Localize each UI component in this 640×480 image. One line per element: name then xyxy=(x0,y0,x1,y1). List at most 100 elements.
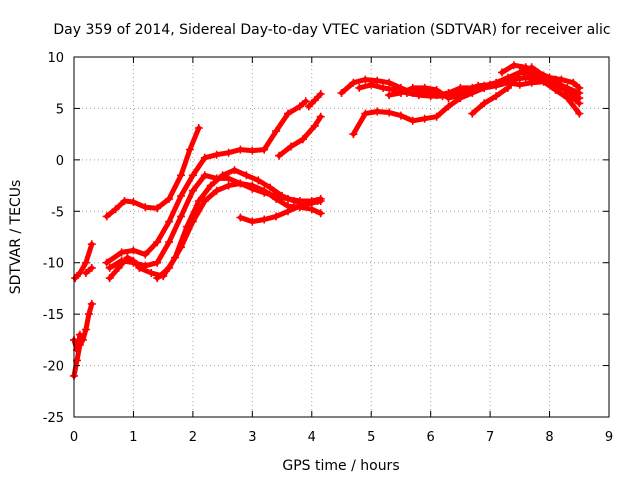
data-point xyxy=(177,212,185,221)
data-point xyxy=(242,171,251,180)
x-tick-label: 2 xyxy=(189,430,197,445)
data-point xyxy=(236,179,245,188)
y-tick-label: -15 xyxy=(43,308,64,323)
data-point xyxy=(420,83,429,92)
x-tick-label: 1 xyxy=(129,430,137,445)
data-point xyxy=(444,94,453,103)
data-point xyxy=(310,121,319,130)
data-point xyxy=(307,199,316,208)
data-point xyxy=(153,238,162,247)
data-point xyxy=(316,209,325,218)
data-point xyxy=(102,212,111,221)
series-trace xyxy=(104,98,309,266)
data-point xyxy=(304,102,313,111)
tick-marks xyxy=(73,56,610,418)
data-point xyxy=(206,181,215,190)
y-tick-labels: -25 -20 -15 -10 -5 0 5 10 xyxy=(43,51,64,426)
data-point xyxy=(316,90,325,98)
data-point xyxy=(105,263,114,272)
data-point xyxy=(260,215,269,224)
data-point xyxy=(551,85,560,94)
data-point xyxy=(456,91,465,100)
data-point xyxy=(426,92,435,101)
data-point xyxy=(569,78,578,87)
x-tick-label: 6 xyxy=(427,430,435,445)
data-point xyxy=(367,80,376,89)
data-point xyxy=(75,330,84,339)
data-series xyxy=(304,90,325,111)
data-point xyxy=(498,68,506,77)
y-axis-label: SDTVAR / TECUs xyxy=(8,180,24,295)
data-point xyxy=(141,203,150,212)
data-point xyxy=(373,107,382,116)
data-point xyxy=(349,78,358,87)
data-point xyxy=(111,205,120,214)
data-point xyxy=(230,166,239,175)
data-point xyxy=(396,111,405,120)
x-tick-label: 4 xyxy=(308,430,316,445)
data-point xyxy=(515,68,524,77)
data-point xyxy=(575,99,584,108)
data-point xyxy=(200,153,209,162)
data-point xyxy=(408,116,417,125)
data-point xyxy=(260,188,269,197)
x-tick-label: 0 xyxy=(70,430,78,445)
data-point xyxy=(316,112,325,121)
plot-frame xyxy=(73,56,610,418)
data-point xyxy=(575,109,584,118)
series-trace xyxy=(83,265,95,276)
data-series xyxy=(236,197,325,226)
data-point xyxy=(492,81,501,90)
data-point xyxy=(349,130,358,139)
data-point xyxy=(188,186,197,195)
grid-lines xyxy=(74,57,609,417)
data-point xyxy=(521,63,530,72)
y-tick-label: -25 xyxy=(43,411,64,426)
data-point xyxy=(468,109,477,118)
y-tick-label: -10 xyxy=(43,257,64,272)
data-point xyxy=(153,258,162,267)
data-series xyxy=(70,299,96,380)
data-point xyxy=(177,171,185,180)
data-point xyxy=(212,174,221,183)
x-tick-label: 3 xyxy=(248,430,256,445)
data-point xyxy=(87,263,96,272)
data-point xyxy=(361,75,370,84)
chart-title: Day 359 of 2014, Sidereal Day-to-day VTE… xyxy=(53,22,610,38)
x-axis-label: GPS time / hours xyxy=(282,458,399,474)
data-point xyxy=(414,91,423,100)
data-point xyxy=(248,146,257,155)
data-point xyxy=(236,145,245,154)
data-point xyxy=(236,213,245,222)
data-point xyxy=(521,73,530,82)
data-point xyxy=(361,109,370,118)
data-point xyxy=(272,191,281,200)
data-point xyxy=(260,145,269,154)
y-tick-label: -5 xyxy=(51,205,64,220)
data-point xyxy=(224,174,233,183)
data-point xyxy=(275,151,284,160)
data-point xyxy=(147,269,156,277)
data-point xyxy=(385,91,394,100)
data-point xyxy=(141,261,150,270)
data-point xyxy=(385,108,394,117)
data-point xyxy=(480,83,489,92)
data-point xyxy=(81,325,90,334)
data-point xyxy=(515,80,524,89)
data-series xyxy=(105,171,325,272)
data-point xyxy=(141,250,150,259)
data-point xyxy=(81,269,90,277)
data-series xyxy=(275,112,325,160)
data-point xyxy=(503,83,512,92)
data-point xyxy=(87,240,96,249)
data-series xyxy=(468,63,584,118)
data-point xyxy=(117,248,126,257)
data-point xyxy=(337,89,346,97)
data-layer xyxy=(70,61,584,380)
data-point xyxy=(545,73,554,82)
data-point xyxy=(248,184,257,193)
data-series xyxy=(498,61,584,92)
data-series xyxy=(81,263,96,277)
data-point xyxy=(301,97,310,106)
